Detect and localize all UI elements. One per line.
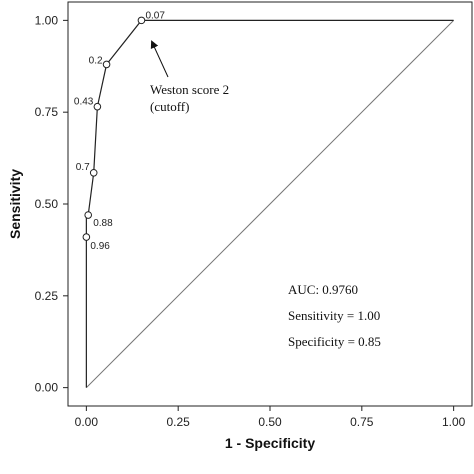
y-tick-label: 0.25 [35, 289, 59, 303]
threshold-label: 0.7 [76, 162, 90, 173]
reference-diagonal-line [86, 20, 454, 388]
annotation-weston-line-2: (cutoff) [150, 99, 189, 114]
x-axis-title: 1 - Specificity [225, 435, 315, 451]
annotation-arrow [150, 40, 169, 78]
threshold-point [89, 168, 98, 177]
y-tick-label: 0.50 [35, 197, 59, 211]
annotation-weston-line-1: Weston score 2 [150, 82, 229, 97]
threshold-point [82, 233, 91, 241]
y-axis-ticks: 0.00 0.25 0.50 0.75 1.00 [35, 13, 68, 395]
threshold-label: 0.88 [93, 218, 113, 229]
threshold-label: 0.07 [145, 10, 165, 21]
threshold-point [93, 102, 102, 111]
y-tick-label: 0.75 [35, 105, 59, 119]
threshold-point [102, 60, 111, 69]
threshold-label: 0.43 [74, 97, 94, 108]
y-tick-label: 1.00 [35, 13, 59, 27]
y-tick-label: 0.00 [35, 381, 59, 395]
auc-text: AUC: 0.9760 [288, 282, 358, 297]
threshold-point [137, 16, 146, 25]
threshold-points: 0.96 0.88 0.7 0.43 0.2 0.07 [74, 10, 165, 252]
x-tick-label: 0.00 [75, 415, 99, 429]
y-axis-title: Sensitivity [7, 169, 23, 239]
x-tick-label: 0.25 [167, 415, 191, 429]
threshold-label: 0.2 [89, 55, 103, 66]
x-tick-label: 0.50 [258, 415, 282, 429]
x-tick-label: 1.00 [442, 415, 466, 429]
sensitivity-text: Sensitivity = 1.00 [288, 308, 380, 323]
specificity-text: Specificity = 0.85 [288, 334, 381, 349]
x-tick-label: 0.75 [350, 415, 374, 429]
threshold-label: 0.96 [90, 241, 110, 252]
x-axis-ticks: 0.00 0.25 0.50 0.75 1.00 [75, 406, 466, 429]
threshold-point [84, 211, 92, 219]
